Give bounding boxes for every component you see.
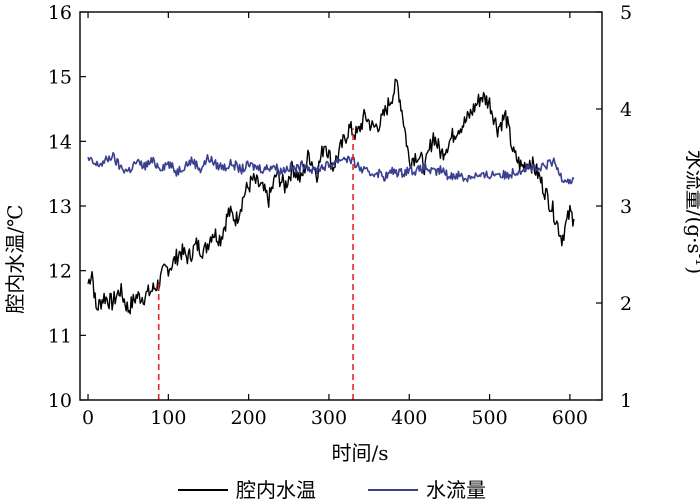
legend-label-flow: 水流量 — [426, 478, 486, 502]
y-left-tick-label: 15 — [48, 67, 72, 89]
x-tick-label: 200 — [231, 407, 267, 429]
y-left-tick-label: 11 — [48, 325, 72, 347]
y-left-tick-label: 12 — [48, 261, 72, 283]
y-axis-right-label-main: 水流量/(g·s — [683, 150, 700, 254]
legend-label-temperature: 腔内水温 — [236, 478, 316, 502]
y-right-tick-label: 2 — [620, 293, 632, 315]
x-tick-label: 0 — [82, 407, 94, 429]
plot-layer — [87, 78, 575, 400]
y-right-tick-label: 3 — [620, 196, 632, 218]
y-left-tick-label: 10 — [48, 390, 72, 412]
x-tick-label: 600 — [552, 407, 588, 429]
x-tick-label: 300 — [311, 407, 347, 429]
x-tick-label: 100 — [150, 407, 186, 429]
y-axis-right-label-superscript: -1 — [692, 254, 700, 267]
y-left-tick-label: 14 — [48, 131, 72, 153]
plot-frame — [79, 11, 603, 401]
y-right-tick-label: 1 — [620, 390, 632, 412]
y-left-tick-label: 16 — [48, 2, 72, 24]
y-axis-right-label: 水流量/(g·s-1) — [683, 150, 700, 274]
y-right-tick-label: 5 — [620, 2, 632, 24]
legend: 腔内水温 水流量 — [178, 478, 486, 502]
series-line-flow — [87, 151, 575, 185]
y-left-tick-label: 13 — [48, 196, 72, 218]
x-tick-label: 500 — [471, 407, 507, 429]
x-axis-label: 时间/s — [331, 441, 388, 465]
series-line-temperature — [87, 78, 575, 315]
y-axis-left-label: 腔内水温/℃ — [3, 204, 27, 313]
y-axis-right-label-suffix: ) — [683, 266, 700, 274]
x-tick-label: 400 — [391, 407, 427, 429]
y-right-tick-label: 4 — [620, 99, 632, 121]
